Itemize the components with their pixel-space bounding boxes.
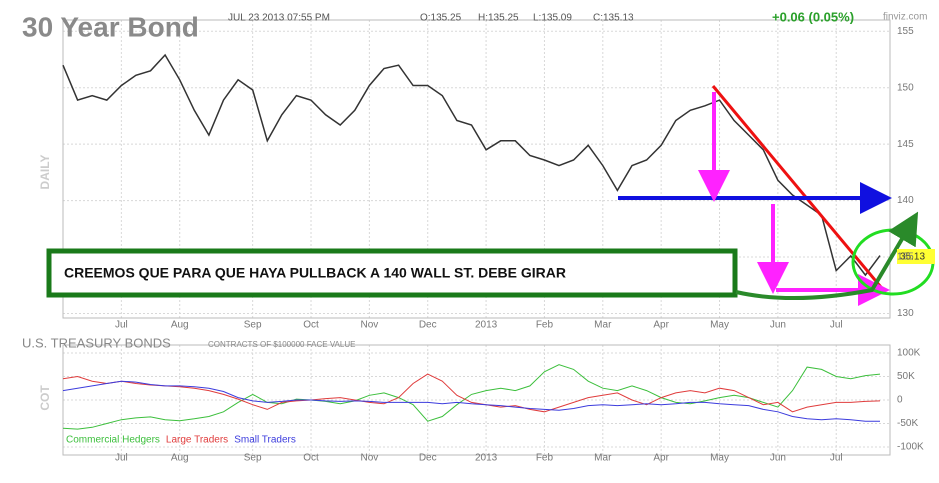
x-tick-label: Feb xyxy=(536,453,554,464)
x-tick-label: Aug xyxy=(171,453,189,464)
price-frame xyxy=(62,19,891,319)
change: +0.06 (0.05%) xyxy=(772,9,854,24)
data-layer xyxy=(62,53,881,430)
y-tick-label: 150 xyxy=(897,82,914,93)
source: finviz.com xyxy=(883,12,927,23)
x-tick-label: Nov xyxy=(360,453,378,464)
open: O:135.25 xyxy=(420,13,462,24)
x-tick-label: 2013 xyxy=(475,453,498,464)
y-tick-label: 50K xyxy=(897,371,915,382)
series-line xyxy=(62,53,881,277)
y-tick-label: 100K xyxy=(897,348,921,359)
x-tick-label: 2013 xyxy=(475,320,498,331)
x-tick-label: May xyxy=(710,453,729,464)
x-tick-label: Jul xyxy=(830,320,843,331)
x-tick-label: Sep xyxy=(244,320,262,331)
y-tick-label: -100K xyxy=(897,442,924,453)
y-tick-label: 155 xyxy=(897,26,914,37)
close: C:135.13 xyxy=(593,13,634,24)
x-tick-label: Oct xyxy=(303,320,319,331)
y-tick-label: 0 xyxy=(897,395,903,406)
y-tick-label: 130 xyxy=(897,308,914,319)
x-tick-label: Apr xyxy=(653,453,669,464)
grid-layer xyxy=(63,20,890,455)
annotation-box xyxy=(46,248,738,298)
date: JUL 23 2013 07:55 PM xyxy=(228,13,330,24)
y-axis-label: DAILY xyxy=(38,155,52,190)
y-tick-label: 135 xyxy=(897,252,914,263)
x-tick-label: Nov xyxy=(360,320,378,331)
x-tick-label: Jun xyxy=(770,320,786,331)
x-tick-label: Oct xyxy=(303,453,319,464)
y-tick-label: 140 xyxy=(897,195,914,206)
x-tick-label: Dec xyxy=(419,320,437,331)
cot-subtitle: CONTRACTS OF $100000 FACE VALUE xyxy=(208,340,355,349)
cot-frame xyxy=(62,344,891,456)
high: H:135.25 xyxy=(478,13,519,24)
series-line xyxy=(62,373,881,413)
x-tick-label: May xyxy=(710,320,729,331)
legend-entry: Small Traders xyxy=(234,435,296,446)
low: L:135.09 xyxy=(533,13,572,24)
annotation-text: CREEMOS QUE PARA QUE HAYA PULLBACK A 140… xyxy=(64,265,566,281)
series-line xyxy=(62,364,881,430)
x-tick-label: Jul xyxy=(115,453,128,464)
x-tick-label: Jul xyxy=(115,320,128,331)
legend-entry: Commercial Hedgers xyxy=(66,435,160,446)
legend-entry: Large Traders xyxy=(166,435,228,446)
x-tick-label: Mar xyxy=(594,320,612,331)
x-tick-label: Aug xyxy=(171,320,189,331)
y-tick-label: 145 xyxy=(897,139,914,150)
reversal-arrow xyxy=(735,211,919,300)
x-tick-label: Apr xyxy=(653,320,669,331)
series-line xyxy=(62,380,880,422)
chart-title: 30 Year Bond xyxy=(22,11,199,42)
trend-line xyxy=(711,85,887,293)
cot-title: U.S. TREASURY BONDS xyxy=(22,335,171,350)
x-tick-label: Dec xyxy=(419,453,437,464)
last-price: 35.13 xyxy=(900,252,925,263)
x-tick-label: Jul xyxy=(830,453,843,464)
x-tick-label: Sep xyxy=(244,453,262,464)
cot-axis-label: COT xyxy=(38,385,52,411)
x-tick-label: Feb xyxy=(536,320,554,331)
y-tick-label: -50K xyxy=(897,418,918,429)
last-price-box xyxy=(897,249,935,264)
x-tick-label: Jun xyxy=(770,453,786,464)
x-tick-label: Mar xyxy=(594,453,612,464)
